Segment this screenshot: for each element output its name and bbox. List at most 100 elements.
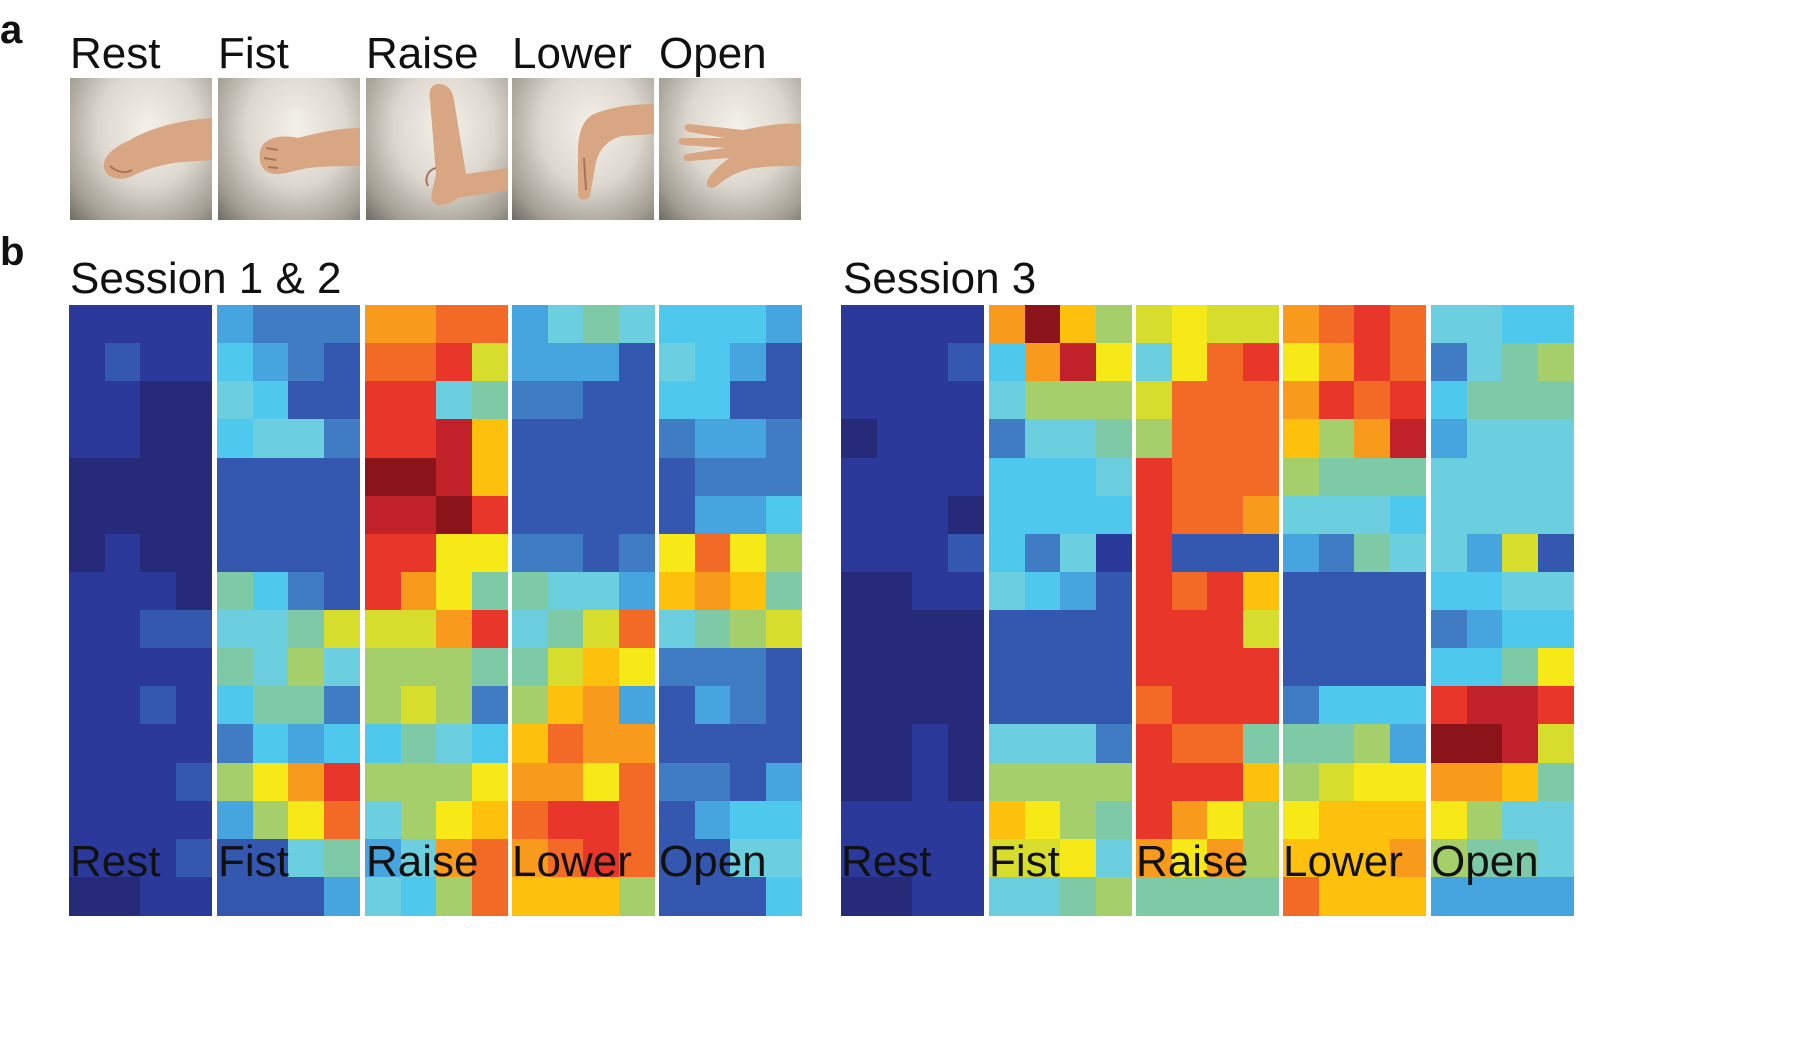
heatmap-cell	[365, 419, 402, 459]
heatmap-cell	[694, 800, 731, 840]
heatmap-cell	[436, 876, 473, 916]
heatmap-cell	[1060, 305, 1097, 344]
heatmap-cell	[1537, 876, 1574, 916]
heatmap-cell	[436, 419, 473, 459]
heatmap-cell	[69, 648, 106, 687]
heatmap-cell	[1095, 648, 1132, 687]
heatmap-cell	[912, 686, 949, 725]
heatmap-cell	[400, 800, 437, 840]
heatmap-cell	[618, 381, 655, 420]
heatmap-cell	[512, 343, 549, 382]
heatmap-cell	[1389, 686, 1426, 725]
heatmap-cell	[1024, 571, 1061, 611]
heatmap-cell	[69, 419, 106, 459]
heatmap-cell	[1242, 838, 1279, 878]
heatmap-cell	[947, 457, 984, 497]
heatmap-cell	[730, 800, 767, 840]
heatmap-cell	[547, 648, 584, 687]
heatmap-cell	[400, 495, 437, 535]
heatmap-cell	[1024, 457, 1061, 497]
heatmap-cell	[512, 495, 549, 535]
heatmap-cell	[1024, 495, 1061, 535]
heatmap-cell	[730, 343, 767, 382]
heatmap-cell	[140, 381, 177, 420]
heatmap-cell	[400, 305, 437, 344]
heatmap-cell	[1171, 724, 1208, 764]
heatmap-cell	[1136, 800, 1173, 840]
heatmap-cell	[1207, 343, 1244, 382]
heatmap-cell	[1060, 533, 1097, 573]
heatmap-cell	[547, 495, 584, 535]
heatmap-cell	[288, 876, 325, 916]
heatmap-cell	[912, 343, 949, 382]
heatmap-cell	[1136, 381, 1173, 420]
heatmap-cell	[876, 419, 913, 459]
heatmap-cell	[1207, 381, 1244, 420]
heatmap-cell	[1466, 610, 1503, 649]
heatmap-cell	[912, 648, 949, 687]
heatmap-cell	[694, 571, 731, 611]
heatmap-cell	[1431, 571, 1468, 611]
heatmap-cell	[1431, 533, 1468, 573]
heatmap-cell	[1207, 648, 1244, 687]
heatmap-cell	[140, 533, 177, 573]
heatmap-cell	[175, 571, 212, 611]
heatmap-cell	[947, 305, 984, 344]
heatmap-cell	[69, 686, 106, 725]
heatmap-cell	[1207, 762, 1244, 802]
heatmap-cell	[841, 686, 878, 725]
heatmap-cell	[1060, 762, 1097, 802]
heatmap-cell	[1095, 610, 1132, 649]
heatmap-cell	[1171, 762, 1208, 802]
heatmap-cell	[1242, 762, 1279, 802]
heatmap-cell	[947, 533, 984, 573]
heatmap-cell	[217, 495, 254, 535]
heatmap-cell	[512, 724, 549, 764]
heatmap-cell	[876, 457, 913, 497]
heatmap-cell	[583, 381, 620, 420]
heatmap-cell	[1242, 381, 1279, 420]
heatmap-cell	[618, 838, 655, 878]
heatmap-cell	[288, 533, 325, 573]
heatmap-cell	[1537, 571, 1574, 611]
heatmap-cell	[512, 800, 549, 840]
panel-label-a: a	[0, 8, 23, 52]
heatmap-cell	[618, 724, 655, 764]
heatmap-cell	[730, 571, 767, 611]
heatmap-cell	[69, 724, 106, 764]
heatmap-cell	[471, 305, 508, 344]
heatmap-session12-fist	[217, 305, 360, 916]
heatmap-cell	[989, 762, 1026, 802]
heatmap-cell	[323, 495, 360, 535]
heatmap-cell	[252, 762, 289, 802]
heatmap-cell	[1431, 876, 1468, 916]
heatmap-cell	[400, 381, 437, 420]
heatmap-cell	[730, 762, 767, 802]
heatmap-cell	[947, 800, 984, 840]
heatmap-cell	[104, 419, 141, 459]
heatmap-cell	[69, 800, 106, 840]
heatmap-cell	[1389, 381, 1426, 420]
heatmap-cell	[104, 457, 141, 497]
heatmap-cell	[841, 381, 878, 420]
heatmap-cell	[876, 381, 913, 420]
axis-label-session12-fist: Fist	[218, 837, 289, 886]
heatmap-cell	[876, 571, 913, 611]
heatmap-cell	[104, 686, 141, 725]
heatmap-cell	[1136, 610, 1173, 649]
heatmap-cell	[1207, 457, 1244, 497]
heatmap-cell	[1466, 305, 1503, 344]
heatmap-cell	[1283, 571, 1320, 611]
heatmap-cell	[1431, 686, 1468, 725]
heatmap-cell	[1095, 724, 1132, 764]
heatmap-cell	[947, 762, 984, 802]
heatmap-cell	[1283, 495, 1320, 535]
heatmap-cell	[1024, 648, 1061, 687]
heatmap-cell	[323, 686, 360, 725]
heatmap-cell	[252, 648, 289, 687]
axis-label-session12-lower: Lower	[512, 837, 632, 886]
heatmap-cell	[730, 610, 767, 649]
heatmap-cell	[252, 381, 289, 420]
heatmap-cell	[1502, 724, 1539, 764]
heatmap-cell	[365, 495, 402, 535]
